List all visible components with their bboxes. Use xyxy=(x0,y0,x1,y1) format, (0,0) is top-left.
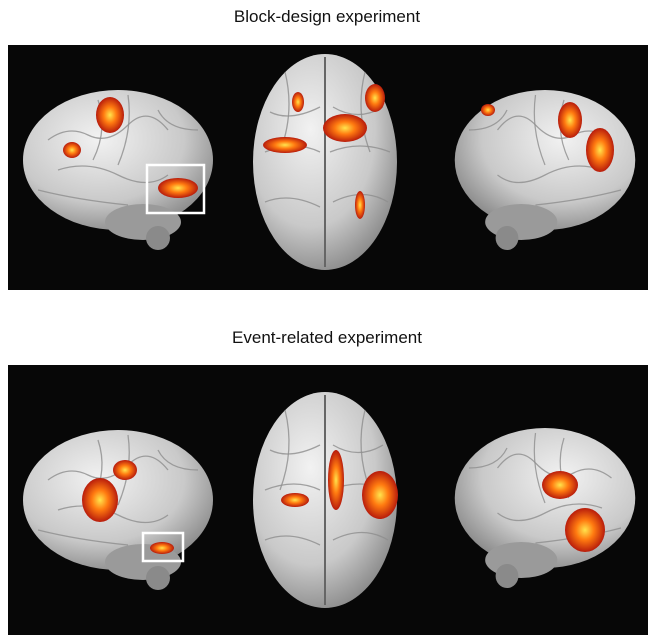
figure: Block-design experiment Event-related ex… xyxy=(0,0,654,640)
panel-title: Block-design experiment xyxy=(234,7,420,26)
panel-title: Event-related experiment xyxy=(232,328,422,347)
